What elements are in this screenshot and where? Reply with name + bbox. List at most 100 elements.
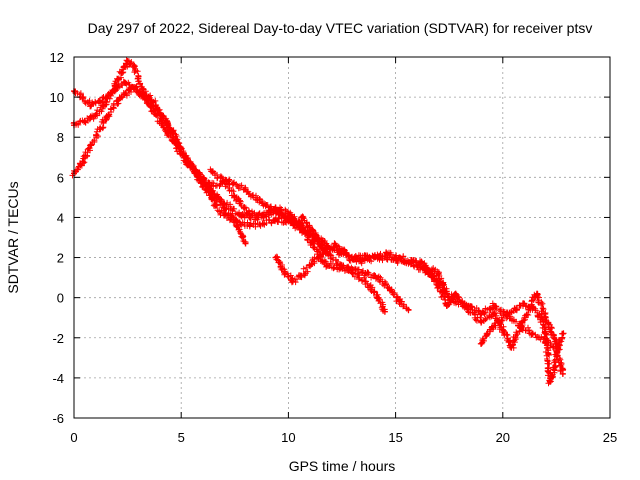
data-point <box>516 324 523 331</box>
data-point <box>478 310 485 317</box>
data-point <box>272 204 279 211</box>
data-point <box>315 254 322 261</box>
data-point <box>551 334 558 341</box>
data-point <box>238 212 245 219</box>
data-point <box>281 268 288 275</box>
x-tick-label: 15 <box>388 430 402 445</box>
x-tick-label: 20 <box>496 430 510 445</box>
data-point <box>529 330 536 337</box>
data-point <box>504 312 511 319</box>
series-pass-4 <box>195 173 388 315</box>
data-point <box>81 118 88 125</box>
data-point <box>555 342 562 349</box>
data-point <box>221 178 228 185</box>
data-point <box>212 202 219 209</box>
data-point <box>375 254 382 261</box>
series-pass-7 <box>298 213 562 355</box>
data-point <box>499 326 506 333</box>
data-point <box>156 110 163 117</box>
data-point <box>118 70 125 77</box>
data-point <box>79 94 86 101</box>
data-point <box>538 314 545 321</box>
series-pass-9 <box>477 300 567 387</box>
data-point <box>559 370 566 377</box>
data-point <box>285 210 292 217</box>
data-point <box>298 222 305 229</box>
data-point <box>272 216 279 223</box>
data-point <box>362 270 369 277</box>
data-point <box>233 218 240 225</box>
data-point <box>349 256 356 263</box>
data-point <box>122 80 129 87</box>
y-tick-label: 4 <box>57 210 64 225</box>
data-point <box>122 90 129 97</box>
data-point <box>529 304 536 311</box>
data-point <box>546 378 553 385</box>
data-point <box>259 220 266 227</box>
data-point <box>388 256 395 263</box>
data-point <box>323 262 330 269</box>
data-point <box>88 142 95 149</box>
series-pass-3 <box>71 78 330 255</box>
data-point <box>336 250 343 257</box>
data-point <box>259 200 266 207</box>
series-markers <box>195 173 388 314</box>
data-point <box>418 258 425 265</box>
data-point <box>311 244 318 251</box>
data-point <box>113 98 120 105</box>
data-point <box>131 64 138 71</box>
data-point <box>242 186 249 193</box>
data-point <box>96 98 103 105</box>
data-point <box>92 112 99 119</box>
series-markers <box>477 300 567 387</box>
y-tick-label: 8 <box>57 130 64 145</box>
data-point <box>285 218 292 225</box>
data-point <box>242 240 249 247</box>
data-point <box>381 308 388 315</box>
data-point <box>512 306 519 313</box>
y-tick-label: -2 <box>52 331 64 346</box>
data-point <box>349 266 356 273</box>
data-point <box>323 242 330 249</box>
data-point <box>113 84 120 91</box>
data-point <box>435 270 442 277</box>
y-tick-label: -6 <box>52 411 64 426</box>
data-point <box>203 186 210 193</box>
data-point <box>414 262 421 269</box>
series-markers <box>299 213 561 355</box>
data-point <box>362 278 369 285</box>
data-point <box>542 330 549 337</box>
y-axis-label: SDTVAR / TECUs <box>5 181 21 293</box>
data-point <box>486 326 493 333</box>
data-point <box>405 306 412 313</box>
data-point <box>311 236 318 243</box>
data-point <box>131 86 138 93</box>
series-pass-8 <box>417 258 567 377</box>
data-point <box>396 298 403 305</box>
data-point <box>246 210 253 217</box>
chart-title: Day 297 of 2022, Sidereal Day-to-day VTE… <box>88 20 593 36</box>
data-point <box>336 264 343 271</box>
axis-ticks: 0 5 10 15 20 25 -6 -4 -2 0 2 4 6 8 10 12 <box>50 50 618 445</box>
series-markers <box>71 78 330 254</box>
data-point <box>143 96 150 103</box>
data-point <box>478 318 485 325</box>
data-point <box>444 302 451 309</box>
x-tick-label: 0 <box>70 430 77 445</box>
data-point <box>182 154 189 161</box>
data-point <box>465 306 472 313</box>
data-point <box>96 126 103 133</box>
data-point <box>233 196 240 203</box>
data-point <box>221 200 228 207</box>
data-point <box>375 294 382 301</box>
data-point <box>195 174 202 181</box>
data-point <box>559 330 566 337</box>
data-point <box>452 290 459 297</box>
data-point <box>478 340 485 347</box>
data-point <box>246 222 253 229</box>
y-tick-label: -4 <box>52 371 64 386</box>
data-point <box>435 282 442 289</box>
data-point <box>221 212 228 219</box>
data-point <box>105 112 112 119</box>
y-tick-label: 12 <box>50 50 64 65</box>
